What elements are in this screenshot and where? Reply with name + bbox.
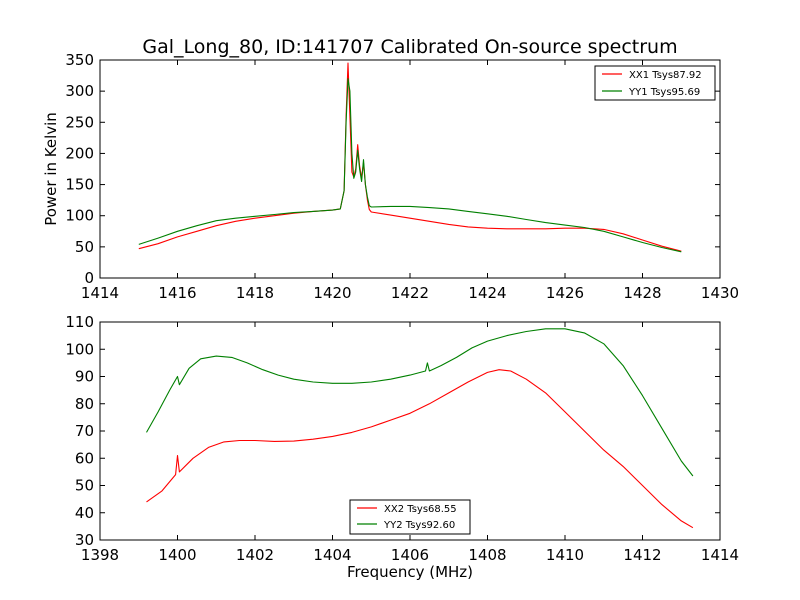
bottom-xtick-label: 1404 — [313, 546, 351, 564]
bottom-ytick-label: 60 — [75, 449, 94, 467]
bottom-xtick-label: 1398 — [81, 546, 119, 564]
bottom-legend-yy-label: YY2 Tsys92.60 — [383, 520, 455, 531]
bottom-legend-box — [349, 499, 471, 535]
top-xtick-label: 1414 — [81, 284, 119, 302]
bottom-series-xx-line — [146, 369, 694, 529]
top-legend-yy-label: YY1 Tsys95.69 — [628, 87, 700, 98]
bottom-ytick-label: 70 — [75, 422, 94, 440]
bottom-xlabel: Frequency (MHz) — [347, 563, 473, 581]
top-xtick-label: 1430 — [701, 284, 739, 302]
bottom-ytick-label: 110 — [65, 313, 94, 331]
top-legend-box — [594, 65, 716, 101]
top-xtick-label: 1428 — [623, 284, 661, 302]
top-ticks: 1414 1416 1418 1420 1422 1424 1426 1428 1430 0 50 1… — [65, 51, 739, 302]
top-ytick-label: 50 — [75, 238, 94, 256]
top-ytick-label: 350 — [65, 51, 94, 69]
bottom-legend: XX2 Tsys68.55 YY2 Tsys92.60 — [349, 499, 471, 535]
bottom-ytick-label: 90 — [75, 368, 94, 386]
top-legend: XX1 Tsys87.92 YY1 Tsys95.69 — [594, 65, 716, 101]
figure-title: Gal_Long_80, ID:141707 Calibrated On-sou… — [142, 36, 677, 58]
bottom-legend-xx-label: XX2 Tsys68.55 — [384, 504, 457, 515]
top-series-group — [138, 62, 682, 253]
top-ytick-label: 200 — [65, 144, 94, 162]
bottom-ytick-label: 40 — [75, 504, 94, 522]
bottom-xtick-label: 1402 — [236, 546, 274, 564]
top-plot: Power in Kelvin 1414 1416 1418 1420 1422 1424… — [42, 51, 739, 302]
bottom-series-yy-line — [146, 328, 694, 477]
top-xtick-label: 1424 — [468, 284, 506, 302]
top-series-yy-line — [138, 78, 682, 253]
top-xtick-label: 1422 — [391, 284, 429, 302]
bottom-ytick-label: 80 — [75, 395, 94, 413]
top-xtick-label: 1416 — [158, 284, 196, 302]
top-axes-frame — [99, 59, 721, 279]
top-ylabel: Power in Kelvin — [42, 112, 60, 226]
top-xtick-label: 1426 — [546, 284, 584, 302]
bottom-plot: 1398 1400 1402 1404 1406 1408 1410 1412 1414 30 40… — [65, 313, 739, 581]
bottom-xtick-label: 1414 — [701, 546, 739, 564]
top-ytick-label: 100 — [65, 207, 94, 225]
bottom-axes-frame — [99, 321, 721, 541]
top-legend-xx-label: XX1 Tsys87.92 — [629, 70, 702, 81]
top-ytick-label: 0 — [84, 269, 94, 287]
bottom-xtick-label: 1400 — [158, 546, 196, 564]
bottom-xtick-label: 1410 — [546, 546, 584, 564]
bottom-ytick-label: 100 — [65, 340, 94, 358]
top-xtick-label: 1420 — [313, 284, 351, 302]
top-ytick-label: 300 — [65, 82, 94, 100]
bottom-ticks: 1398 1400 1402 1404 1406 1408 1410 1412 1414 30 40… — [65, 313, 739, 564]
bottom-ytick-label: 30 — [75, 531, 94, 549]
top-xtick-label: 1418 — [236, 284, 274, 302]
bottom-ytick-label: 50 — [75, 477, 94, 495]
top-ytick-label: 150 — [65, 176, 94, 194]
bottom-series-group — [146, 328, 694, 529]
bottom-xtick-label: 1412 — [623, 546, 661, 564]
top-ytick-label: 250 — [65, 113, 94, 131]
bottom-xtick-label: 1406 — [391, 546, 429, 564]
bottom-xtick-label: 1408 — [468, 546, 506, 564]
